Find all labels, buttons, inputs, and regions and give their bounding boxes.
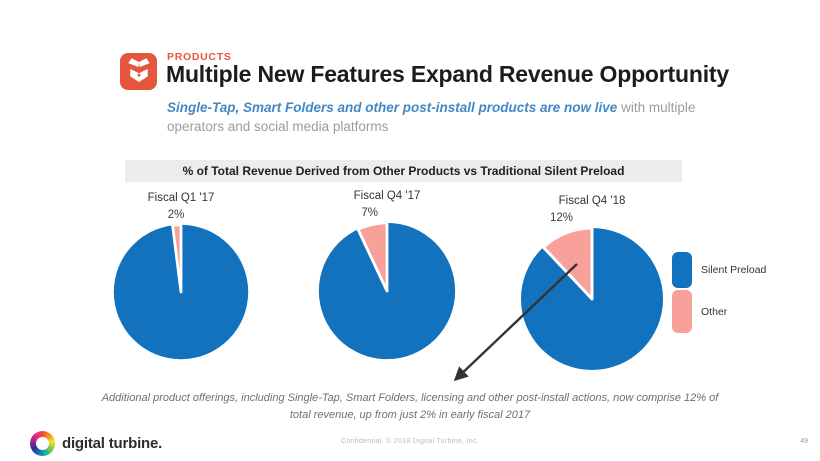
subtitle-rest: with multiple operators and social media… bbox=[167, 100, 696, 135]
caption: Additional product offerings, including … bbox=[101, 392, 719, 421]
pie-chart-fiscal-q4-17: Fiscal Q4 '17 7% bbox=[316, 190, 458, 362]
digital-turbine-logo-text: digital turbine. bbox=[62, 435, 163, 452]
section-kicker: PRODUCTS bbox=[167, 51, 232, 63]
pie-value-label: 12% bbox=[549, 212, 574, 224]
confidential-notice: Confidential. © 2018 Digital Turbine, In… bbox=[341, 438, 479, 445]
pie-graphic bbox=[518, 225, 666, 373]
digital-turbine-logo-icon bbox=[30, 431, 55, 456]
legend-label: Silent Preload bbox=[701, 264, 767, 276]
pie-label: Fiscal Q4 '17 bbox=[353, 190, 421, 202]
page-title: Multiple New Features Expand Revenue Opp… bbox=[166, 61, 729, 87]
pie-value-label: 7% bbox=[361, 207, 378, 219]
legend-label: Other bbox=[701, 305, 728, 318]
legend-item-other: Other bbox=[672, 290, 766, 333]
pie-graphic bbox=[316, 220, 458, 362]
chart-title-banner: % of Total Revenue Derived from Other Pr… bbox=[125, 160, 682, 182]
pie-value-label: 2% bbox=[167, 209, 185, 221]
subtitle: Single-Tap, Smart Folders and other post… bbox=[167, 98, 745, 136]
products-open-box-icon bbox=[120, 53, 157, 90]
subtitle-highlight: Single-Tap, Smart Folders and other post… bbox=[167, 100, 618, 115]
pie-label: Fiscal Q4 '18 bbox=[558, 195, 626, 207]
legend-swatch-other bbox=[672, 290, 692, 333]
pie-chart-fiscal-q1-17: Fiscal Q1 '17 2% bbox=[111, 192, 251, 362]
pie-graphic bbox=[111, 222, 251, 362]
pie-label: Fiscal Q1 '17 bbox=[147, 192, 215, 204]
page-number: 49 bbox=[800, 438, 808, 445]
pie-chart-fiscal-q4-18: Fiscal Q4 '18 12% bbox=[518, 195, 666, 373]
legend: Silent Preload Other bbox=[672, 252, 766, 333]
legend-swatch-silent-preload bbox=[672, 252, 692, 288]
legend-item-silent-preload: Silent Preload bbox=[672, 252, 766, 288]
